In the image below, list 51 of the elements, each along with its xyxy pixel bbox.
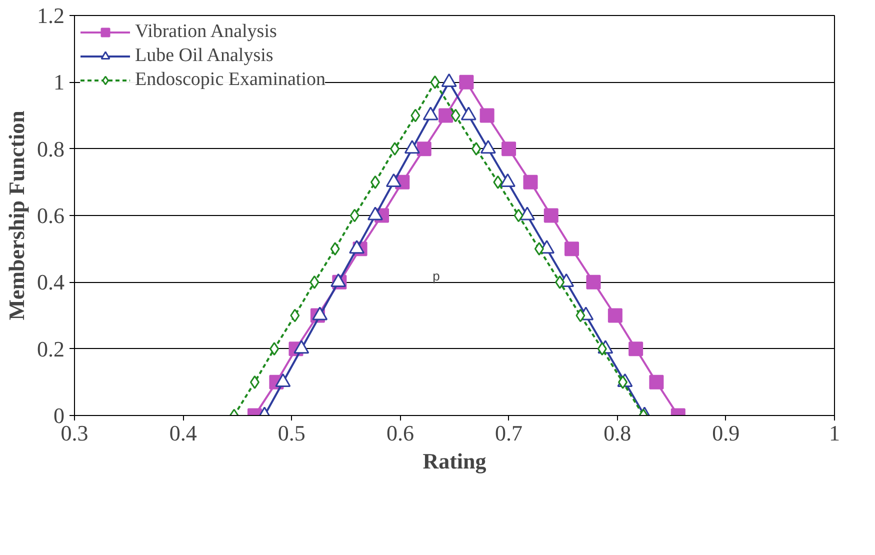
legend-label: Vibration Analysis — [135, 21, 277, 43]
point — [493, 175, 503, 189]
point — [438, 108, 454, 123]
x-tick-label: 1 — [829, 420, 840, 446]
point — [502, 142, 516, 156]
point — [410, 108, 420, 122]
point — [310, 275, 320, 289]
point — [330, 242, 340, 256]
x-tick-label: 0.9 — [712, 420, 740, 446]
point — [370, 175, 380, 189]
y-tick-label: 0.8 — [37, 136, 64, 162]
point — [544, 208, 558, 223]
point — [290, 308, 300, 322]
point — [250, 375, 260, 389]
point — [471, 142, 481, 156]
x-tick-label: 0.5 — [278, 420, 306, 446]
y-tick-label: 1 — [54, 70, 64, 95]
point — [649, 374, 664, 390]
point — [534, 242, 544, 256]
annotation: p — [432, 268, 440, 284]
x-tick-label: 0.6 — [386, 420, 414, 446]
point — [450, 108, 460, 122]
point — [576, 308, 586, 322]
point — [416, 142, 432, 156]
y-axis-title: Membership Function — [4, 110, 29, 320]
x-tick-label: 0.4 — [169, 420, 197, 446]
point — [523, 174, 538, 190]
point — [270, 342, 280, 356]
point — [628, 342, 644, 356]
y-tick-label: 1.2 — [37, 3, 64, 28]
legend-label: Lube Oil Analysis — [135, 45, 274, 67]
y-tick-label: 0.2 — [37, 336, 64, 362]
point — [564, 242, 580, 256]
point — [608, 308, 622, 323]
y-tick-label: 0.4 — [37, 270, 64, 295]
x-axis-title: Rating — [422, 448, 486, 474]
point — [350, 208, 360, 222]
x-tick-label: 0.7 — [495, 420, 523, 446]
point — [430, 75, 440, 89]
y-tick-label: 0 — [54, 403, 64, 428]
legend-label: Endoscopic Examination — [135, 69, 326, 91]
point — [597, 342, 607, 356]
point — [586, 274, 601, 290]
y-tick-label: 0.6 — [37, 203, 64, 228]
point — [459, 74, 474, 90]
x-tick-label: 0.8 — [604, 420, 632, 446]
point — [480, 108, 494, 123]
point — [555, 275, 565, 289]
point — [514, 208, 524, 222]
point — [618, 375, 628, 389]
point — [390, 142, 400, 156]
